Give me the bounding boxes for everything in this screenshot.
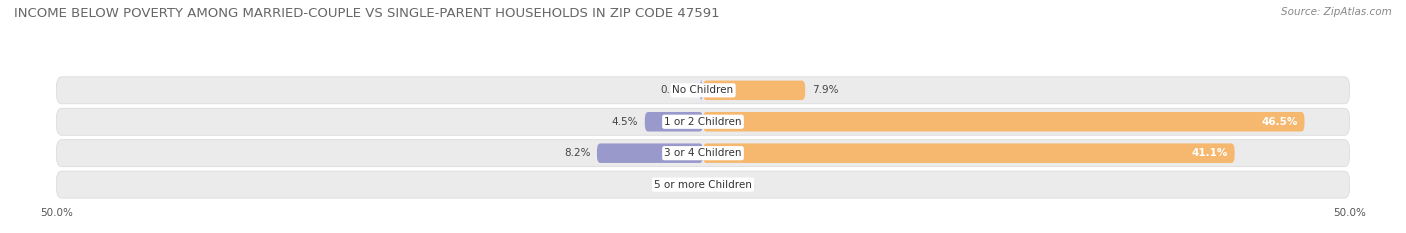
Text: 3 or 4 Children: 3 or 4 Children	[664, 148, 742, 158]
FancyBboxPatch shape	[703, 81, 806, 100]
FancyBboxPatch shape	[56, 140, 1350, 167]
FancyBboxPatch shape	[56, 77, 1350, 104]
Text: 4.5%: 4.5%	[612, 117, 638, 127]
FancyBboxPatch shape	[703, 144, 1234, 163]
FancyBboxPatch shape	[56, 108, 1350, 135]
Text: 0.0%: 0.0%	[710, 180, 735, 190]
Text: 0.27%: 0.27%	[659, 85, 693, 95]
Text: 5 or more Children: 5 or more Children	[654, 180, 752, 190]
Text: 46.5%: 46.5%	[1261, 117, 1298, 127]
Text: 0.0%: 0.0%	[671, 180, 696, 190]
Text: Source: ZipAtlas.com: Source: ZipAtlas.com	[1281, 7, 1392, 17]
FancyBboxPatch shape	[56, 171, 1350, 198]
Text: 7.9%: 7.9%	[811, 85, 838, 95]
Text: No Children: No Children	[672, 85, 734, 95]
FancyBboxPatch shape	[703, 112, 1305, 131]
Text: 41.1%: 41.1%	[1192, 148, 1229, 158]
Text: 8.2%: 8.2%	[564, 148, 591, 158]
Text: 1 or 2 Children: 1 or 2 Children	[664, 117, 742, 127]
Text: INCOME BELOW POVERTY AMONG MARRIED-COUPLE VS SINGLE-PARENT HOUSEHOLDS IN ZIP COD: INCOME BELOW POVERTY AMONG MARRIED-COUPL…	[14, 7, 720, 20]
FancyBboxPatch shape	[645, 112, 703, 131]
FancyBboxPatch shape	[700, 81, 703, 100]
FancyBboxPatch shape	[598, 144, 703, 163]
